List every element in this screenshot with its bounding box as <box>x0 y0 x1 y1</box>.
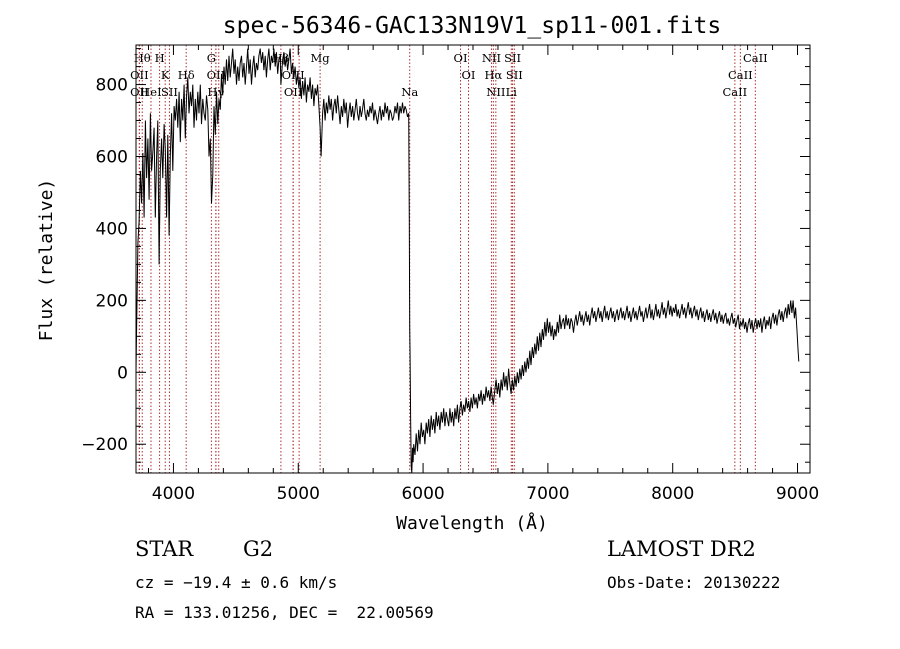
spectral-line-label: OII <box>284 85 303 99</box>
spectral-line-label: OII <box>130 85 149 99</box>
spectral-line-label: SII <box>506 68 523 82</box>
spectral-line-label: Hδ <box>178 68 195 82</box>
spectrum-series-line <box>135 48 800 474</box>
spectral-line-label: SII <box>161 85 178 99</box>
x-tick-label: 6000 <box>401 484 444 504</box>
spectral-line-label: OI <box>462 68 476 82</box>
sky-coordinates: RA = 133.01256, DEC = 22.00569 <box>135 603 434 622</box>
object-class: STAR <box>135 537 194 561</box>
y-axis-label: Flux (relative) <box>36 179 57 342</box>
y-tick-label: −200 <box>81 435 128 455</box>
spectral-line-label: G <box>207 51 216 65</box>
spectral-line-label: OII <box>207 68 226 82</box>
x-tick-label: 9000 <box>776 484 819 504</box>
y-axis-ticks: −200 0 200 400 600 800 <box>81 48 810 463</box>
y-tick-label: 400 <box>96 219 128 239</box>
redshift-velocity: cz = −19.4 ± 0.6 km/s <box>135 573 338 592</box>
spectral-line-label: H <box>155 51 165 65</box>
spectral-line-label: Mg <box>311 51 331 65</box>
x-axis-label: Wavelength (Å) <box>396 512 548 534</box>
spectral-line-label: Na <box>401 85 418 99</box>
observation-date: Obs-Date: 20130222 <box>607 573 781 592</box>
object-subclass: G2 <box>243 537 274 561</box>
x-tick-label: 5000 <box>277 484 320 504</box>
spectral-line-markers <box>138 45 756 473</box>
spectral-line-label: OI <box>454 51 468 65</box>
spectral-line-label: SII <box>504 51 521 65</box>
spectral-line-label: Hθ <box>134 51 151 65</box>
spectral-line-label: HeI <box>140 85 161 99</box>
y-tick-label: 200 <box>96 291 128 311</box>
spectral-line-label: NII <box>486 85 505 99</box>
spectral-line-label: K <box>161 68 170 82</box>
survey-name: LAMOST DR2 <box>607 537 756 561</box>
spectral-line-label: CaII <box>728 68 753 82</box>
spectral-line-label: CaII <box>743 51 768 65</box>
spectral-line-label: Hα <box>484 68 502 82</box>
spectral-line-label: OIII <box>282 68 305 82</box>
x-axis-ticks: 4000 5000 6000 7000 8000 9000 <box>147 45 819 504</box>
spectral-line-label: NII <box>482 51 501 65</box>
spectral-line-label: CaII <box>722 85 747 99</box>
x-tick-label: 8000 <box>651 484 694 504</box>
x-tick-label: 7000 <box>526 484 569 504</box>
spectral-line-label: Hγ <box>207 85 224 99</box>
y-tick-label: 800 <box>96 76 128 96</box>
plot-frame <box>135 44 811 474</box>
spectral-line-label: OII <box>130 68 149 82</box>
x-tick-label: 4000 <box>152 484 195 504</box>
y-tick-label: 600 <box>96 147 128 167</box>
chart-title: spec-56346-GAC133N19V1_sp11-001.fits <box>223 13 722 39</box>
y-tick-label: 0 <box>117 363 128 383</box>
spectral-line-label: Li <box>506 85 518 99</box>
